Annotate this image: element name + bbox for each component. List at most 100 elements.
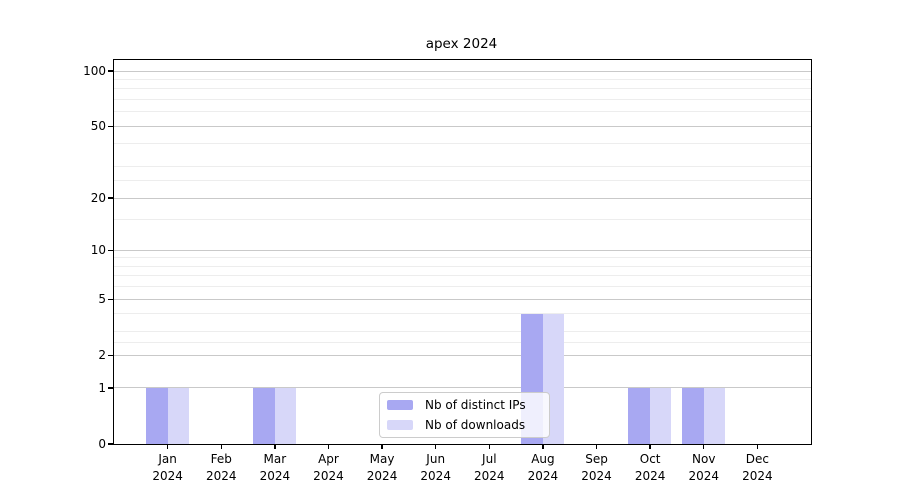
minor-gridline <box>114 111 811 113</box>
x-axis-tick <box>220 444 222 449</box>
month-label: May <box>369 452 395 466</box>
x-axis-tick <box>703 444 705 449</box>
year-label: 2024 <box>259 469 291 483</box>
major-gridline <box>114 197 811 199</box>
minor-gridline <box>114 331 811 333</box>
month-label: Jan <box>158 452 177 466</box>
y-axis-tick <box>108 70 113 72</box>
minor-gridline <box>114 219 811 221</box>
x-axis-tick-label: Sep 2024 <box>581 451 612 485</box>
year-label: 2024 <box>634 469 666 483</box>
bar-downloads <box>274 388 296 444</box>
x-axis-tick-label: Aug 2024 <box>528 451 559 485</box>
bar-distinct-ips <box>252 388 275 444</box>
y-axis-tick <box>108 298 113 300</box>
minor-gridline <box>114 79 811 81</box>
legend-row: Nb of downloads <box>387 415 549 435</box>
y-axis-tick-label: 5 <box>98 292 106 307</box>
year-label: 2024 <box>313 469 344 483</box>
month-label: Nov <box>692 452 716 466</box>
chart-title: apex 2024 <box>425 36 498 52</box>
minor-gridline <box>114 88 811 90</box>
minor-gridline <box>114 286 811 288</box>
year-label: 2024 <box>581 469 612 483</box>
y-axis-tick-label: 100 <box>83 64 106 79</box>
year-label: 2024 <box>420 469 451 483</box>
major-gridline <box>114 354 811 356</box>
y-axis-tick <box>108 387 113 389</box>
year-label: 2024 <box>205 469 237 483</box>
y-axis-tick <box>108 443 113 445</box>
x-axis-tick-label: Dec 2024 <box>742 451 773 485</box>
year-label: 2024 <box>742 469 773 483</box>
minor-gridline <box>114 99 811 101</box>
legend-label: Nb of distinct IPs <box>425 398 526 412</box>
legend-swatch-downloads <box>387 420 413 430</box>
plot-area: Nb of distinct IPs Nb of downloads 0 1 2 5 10… <box>83 59 812 483</box>
legend: Nb of distinct IPs Nb of downloads <box>379 392 550 438</box>
minor-gridline <box>114 265 811 267</box>
x-axis-tick <box>327 444 330 449</box>
month-label: Sep <box>585 452 608 466</box>
legend-row: Nb of distinct IPs <box>387 395 549 415</box>
legend-label: Nb of downloads <box>425 418 526 432</box>
x-axis-tick <box>488 444 490 449</box>
x-axis-tick-label: Jan 2024 <box>152 451 183 485</box>
major-gridline <box>114 387 811 389</box>
minor-gridline <box>114 275 811 277</box>
x-axis-tick-label: May 2024 <box>367 451 398 485</box>
minor-gridline <box>114 257 811 259</box>
y-axis-tick <box>108 249 113 251</box>
x-axis-tick <box>649 444 651 449</box>
x-axis-tick <box>434 444 437 449</box>
y-axis-tick-label: 2 <box>98 348 106 363</box>
x-axis-tick-label: Mar 2024 <box>260 451 291 485</box>
bar-distinct-ips <box>145 388 168 444</box>
x-axis-tick <box>381 444 383 449</box>
month-label: Oct <box>639 452 661 466</box>
x-axis-tick <box>166 444 169 449</box>
minor-gridline <box>114 342 811 344</box>
x-axis-tick-label: Jul 2024 <box>474 451 505 485</box>
bar-downloads <box>650 388 672 444</box>
month-label: Aug <box>531 452 555 466</box>
x-axis-tick <box>274 444 276 449</box>
y-axis-tick-label: 1 <box>98 380 106 395</box>
year-label: 2024 <box>527 469 559 483</box>
minor-gridline <box>114 166 811 168</box>
y-axis-tick-label: 20 <box>90 191 106 205</box>
y-axis-tick-label: 0 <box>98 437 106 451</box>
y-axis-tick-label: 50 <box>90 119 106 134</box>
month-label: Jun <box>426 452 446 466</box>
y-axis-tick-label: 10 <box>90 243 106 258</box>
year-label: 2024 <box>366 469 398 483</box>
bar-downloads <box>167 388 189 444</box>
x-axis-tick-label: Apr 2024 <box>313 451 344 485</box>
y-axis-tick <box>108 125 113 127</box>
legend-swatch-distinct-ips <box>387 400 413 410</box>
month-label: Mar <box>263 452 287 466</box>
minor-gridline <box>114 180 811 182</box>
major-gridline <box>114 125 811 127</box>
bar-distinct-ips <box>681 388 704 444</box>
x-axis-tick-label: Jun 2024 <box>420 451 451 485</box>
x-axis-tick <box>595 444 598 449</box>
y-axis-tick <box>108 354 113 356</box>
month-label: Apr <box>318 452 339 466</box>
x-axis-tick-label: Nov 2024 <box>688 451 719 485</box>
major-gridline <box>114 70 811 72</box>
month-label: Dec <box>745 452 769 466</box>
major-gridline <box>114 298 811 300</box>
minor-gridline <box>114 143 811 145</box>
year-label: 2024 <box>474 469 505 483</box>
year-label: 2024 <box>152 469 183 483</box>
y-axis-tick <box>108 197 113 199</box>
x-axis-tick <box>542 444 544 449</box>
x-axis-tick-label: Oct 2024 <box>635 451 666 485</box>
month-label: Jul <box>482 452 497 466</box>
bar-downloads <box>703 388 725 444</box>
year-label: 2024 <box>688 469 720 483</box>
x-axis-tick <box>756 444 759 449</box>
month-label: Feb <box>210 452 232 466</box>
